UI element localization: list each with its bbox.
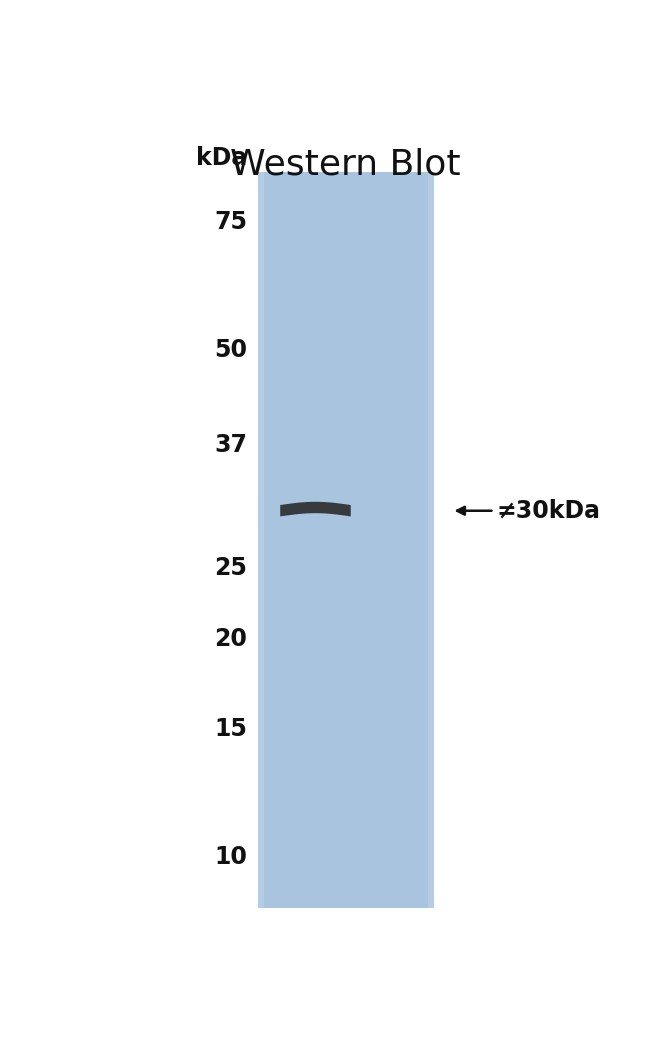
Text: 10: 10 (214, 845, 248, 869)
Polygon shape (280, 502, 351, 517)
Text: Western Blot: Western Blot (230, 147, 461, 181)
Bar (428, 171, 434, 908)
Text: 25: 25 (214, 556, 248, 580)
Text: 75: 75 (214, 210, 248, 234)
Text: 20: 20 (214, 627, 248, 650)
Bar (257, 171, 434, 908)
Text: ≠30kDa: ≠30kDa (497, 499, 601, 523)
Text: 50: 50 (214, 338, 248, 361)
Bar (257, 171, 264, 908)
Text: 37: 37 (214, 432, 248, 457)
Text: kDa: kDa (196, 146, 248, 170)
Text: 15: 15 (214, 718, 248, 741)
